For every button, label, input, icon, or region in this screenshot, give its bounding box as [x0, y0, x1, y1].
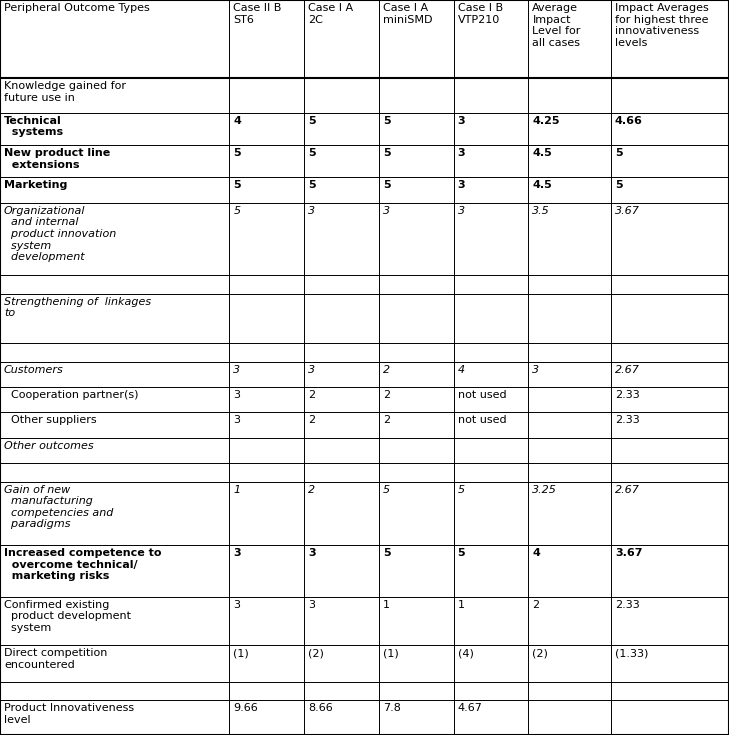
Text: 5: 5 — [308, 180, 316, 190]
Text: Case I B
VTP210: Case I B VTP210 — [458, 3, 503, 24]
Text: Increased competence to
  overcome technical/
  marketing risks: Increased competence to overcome technic… — [4, 548, 162, 581]
Text: 3: 3 — [308, 365, 316, 375]
Text: 2: 2 — [532, 600, 539, 610]
Text: 8.66: 8.66 — [308, 703, 333, 714]
Text: 5: 5 — [308, 116, 316, 126]
Text: Knowledge gained for
future use in: Knowledge gained for future use in — [4, 82, 126, 103]
Text: 2.33: 2.33 — [615, 415, 640, 426]
Text: 1: 1 — [383, 600, 390, 610]
Text: Direct competition
encountered: Direct competition encountered — [4, 648, 107, 670]
Text: 2: 2 — [308, 390, 316, 400]
Text: 3: 3 — [308, 548, 316, 558]
Text: 3: 3 — [458, 148, 465, 158]
Text: Case I A
2C: Case I A 2C — [308, 3, 354, 24]
Text: 4.5: 4.5 — [532, 180, 552, 190]
Text: not used: not used — [458, 415, 506, 426]
Text: 3: 3 — [532, 365, 539, 375]
Text: 3: 3 — [308, 600, 315, 610]
Text: (4): (4) — [458, 648, 474, 658]
Text: 3: 3 — [458, 206, 465, 216]
Text: 2.67: 2.67 — [615, 365, 640, 375]
Text: 4.66: 4.66 — [615, 116, 643, 126]
Text: Cooperation partner(s): Cooperation partner(s) — [4, 390, 139, 400]
Text: 2: 2 — [383, 365, 390, 375]
Text: 5: 5 — [233, 206, 241, 216]
Text: Other outcomes: Other outcomes — [4, 441, 93, 451]
Text: 5: 5 — [383, 180, 391, 190]
Text: (2): (2) — [308, 648, 324, 658]
Text: 5: 5 — [383, 148, 391, 158]
Text: not used: not used — [458, 390, 506, 400]
Text: 1: 1 — [458, 600, 464, 610]
Text: 5: 5 — [383, 484, 390, 495]
Text: Confirmed existing
  product development
  system: Confirmed existing product development s… — [4, 600, 131, 633]
Text: 5: 5 — [615, 180, 623, 190]
Text: 3: 3 — [233, 548, 241, 558]
Text: 2: 2 — [383, 415, 390, 426]
Text: 4.5: 4.5 — [532, 148, 552, 158]
Text: 5: 5 — [458, 484, 465, 495]
Text: (1): (1) — [233, 648, 249, 658]
Text: 3: 3 — [458, 116, 465, 126]
Text: 5: 5 — [615, 148, 623, 158]
Text: (2): (2) — [532, 648, 548, 658]
Text: 3.67: 3.67 — [615, 206, 640, 216]
Text: 9.66: 9.66 — [233, 703, 258, 714]
Text: 5: 5 — [233, 148, 241, 158]
Text: 3: 3 — [233, 365, 241, 375]
Text: 3: 3 — [458, 180, 465, 190]
Text: Strengthening of  linkages
to: Strengthening of linkages to — [4, 297, 151, 318]
Text: Case II B
ST6: Case II B ST6 — [233, 3, 282, 24]
Text: Technical
  systems: Technical systems — [4, 116, 63, 137]
Text: 3.67: 3.67 — [615, 548, 642, 558]
Text: Average
Impact
Level for
all cases: Average Impact Level for all cases — [532, 3, 581, 48]
Text: 3.5: 3.5 — [532, 206, 550, 216]
Text: 3: 3 — [383, 206, 390, 216]
Text: Impact Averages
for highest three
innovativeness
levels: Impact Averages for highest three innova… — [615, 3, 709, 48]
Text: Product Innovativeness
level: Product Innovativeness level — [4, 703, 134, 725]
Text: 3: 3 — [308, 206, 316, 216]
Text: (1): (1) — [383, 648, 399, 658]
Text: New product line
  extensions: New product line extensions — [4, 148, 110, 170]
Text: 4: 4 — [532, 548, 540, 558]
Text: 5: 5 — [383, 116, 391, 126]
Text: Gain of new
  manufacturing
  competencies and
  paradigms: Gain of new manufacturing competencies a… — [4, 484, 114, 529]
Text: Organizational
  and internal
  product innovation
  system
  development: Organizational and internal product inno… — [4, 206, 116, 262]
Text: 4: 4 — [233, 116, 241, 126]
Text: Other suppliers: Other suppliers — [4, 415, 97, 426]
Text: 5: 5 — [308, 148, 316, 158]
Text: Case I A
miniSMD: Case I A miniSMD — [383, 3, 432, 24]
Text: 3.25: 3.25 — [532, 484, 557, 495]
Text: 2.33: 2.33 — [615, 600, 640, 610]
Text: Peripheral Outcome Types: Peripheral Outcome Types — [4, 3, 149, 13]
Text: 5: 5 — [458, 548, 465, 558]
Text: 5: 5 — [233, 180, 241, 190]
Text: 4.25: 4.25 — [532, 116, 560, 126]
Text: Marketing: Marketing — [4, 180, 67, 190]
Text: 1: 1 — [233, 484, 241, 495]
Text: 2: 2 — [308, 415, 316, 426]
Text: 3: 3 — [233, 415, 241, 426]
Text: 3: 3 — [233, 600, 241, 610]
Text: 2.33: 2.33 — [615, 390, 640, 400]
Text: 7.8: 7.8 — [383, 703, 401, 714]
Text: 2.67: 2.67 — [615, 484, 640, 495]
Text: 4: 4 — [458, 365, 465, 375]
Text: 2: 2 — [383, 390, 390, 400]
Text: (1.33): (1.33) — [615, 648, 648, 658]
Text: 2: 2 — [308, 484, 316, 495]
Text: 4.67: 4.67 — [458, 703, 483, 714]
Text: 5: 5 — [383, 548, 391, 558]
Text: Customers: Customers — [4, 365, 63, 375]
Text: 3: 3 — [233, 390, 241, 400]
